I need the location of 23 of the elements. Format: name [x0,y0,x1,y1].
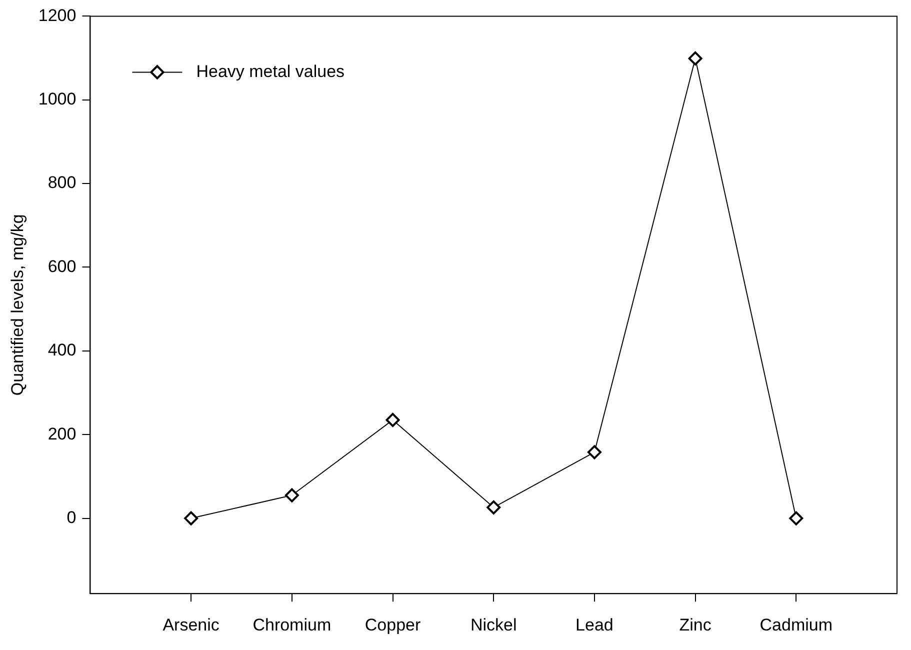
point [184,511,198,526]
x-tick-label: Copper [364,615,421,634]
point [688,51,702,66]
x-tick-label: Arsenic [162,615,220,634]
x-tick-label: Lead [576,615,614,634]
point [789,511,804,526]
y-tick-label: 400 [48,340,76,360]
y-tick-label: 600 [48,256,76,276]
y-tick-label: 0 [66,508,76,527]
y-tick-label: 1200 [38,6,76,25]
x-tick-label: Nickel [470,615,517,634]
y-axis-title: Quantified levels, mg/kg [8,214,27,396]
point [284,488,299,502]
x-tick-label: Cadmium [760,615,833,634]
point [386,412,400,427]
point [587,445,602,460]
point [486,500,501,514]
y-tick-label: 200 [48,424,76,444]
x-tick-label: Chromium [252,615,332,634]
y-tick-label: 1000 [38,90,76,109]
legend-label: Heavy metal values [196,62,345,81]
y-tick-label: 800 [48,173,76,192]
x-tick-label: Zinc [679,615,712,634]
